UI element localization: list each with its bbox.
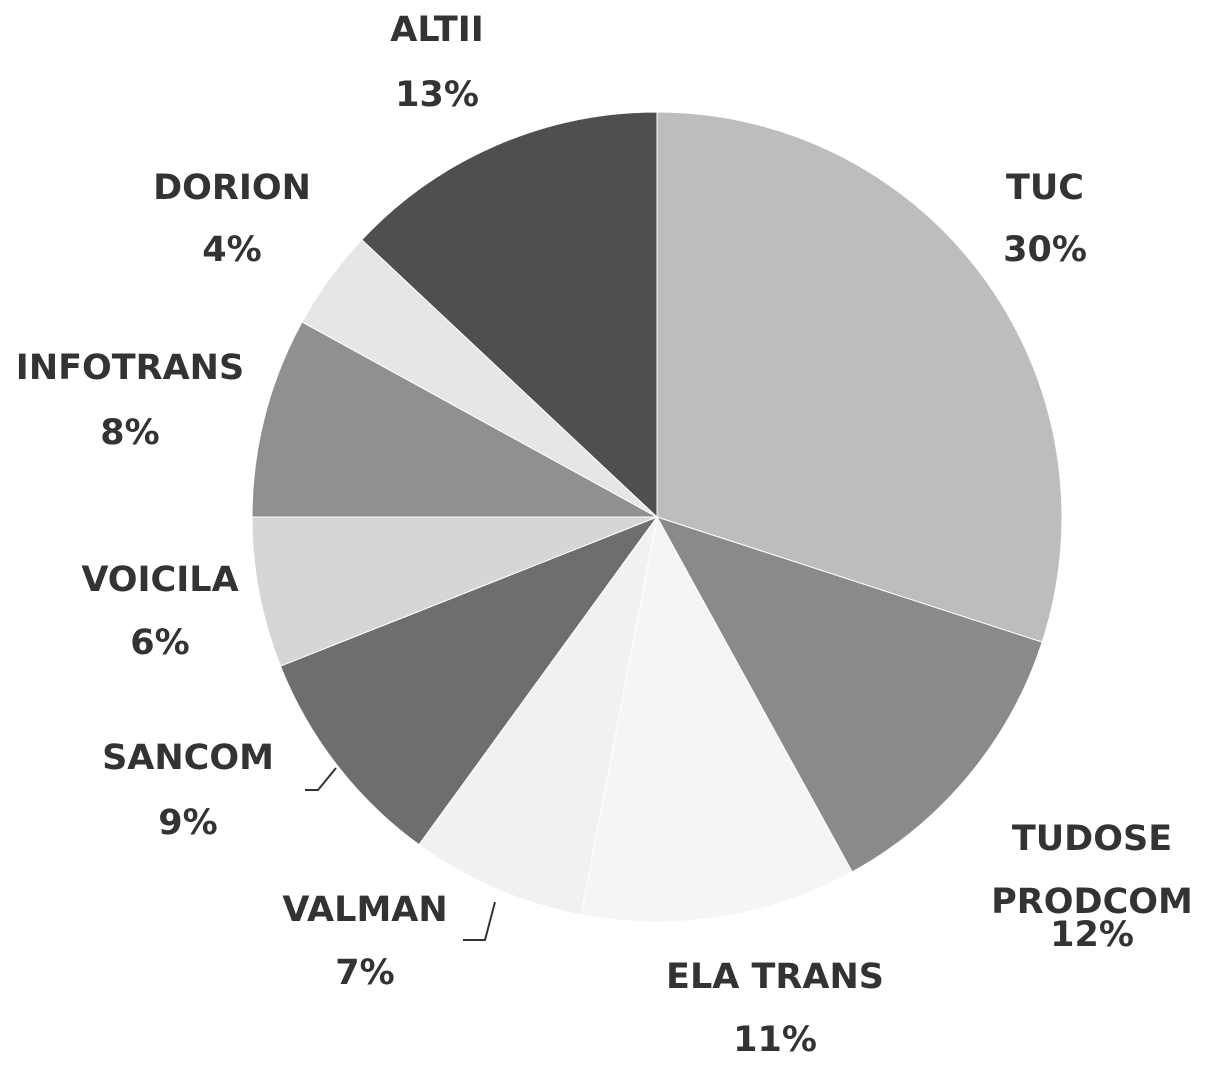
- pie-slice: [656, 111, 1063, 643]
- slice-value-label: 7%: [335, 953, 395, 993]
- pie-slice: [361, 111, 658, 519]
- slice-value-label: 4%: [202, 230, 262, 270]
- leader-line: [463, 901, 496, 941]
- slice-value-label: 9%: [158, 803, 218, 843]
- pie-slice: [279, 515, 659, 846]
- slice-label: DORION: [153, 168, 311, 208]
- slice-value-label: 8%: [100, 413, 160, 453]
- slice-value-label: 6%: [130, 623, 190, 663]
- slice-label: SANCOM: [102, 738, 274, 778]
- leader-line: [305, 767, 337, 791]
- slice-value-label: 30%: [1003, 230, 1087, 270]
- slice-label: TUC: [1006, 168, 1084, 208]
- slice-value-label: 11%: [733, 1020, 817, 1060]
- slice-label: TUDOSE PRODCOM: [991, 819, 1193, 922]
- slice-label: INFOTRANS: [15, 348, 245, 388]
- slice-label: VOICILA: [81, 560, 239, 600]
- slice-value-label: 13%: [395, 75, 479, 115]
- pie-slice: [580, 515, 853, 923]
- pie-slice: [655, 516, 1043, 873]
- pie-slice: [251, 516, 658, 667]
- pie-slice: [418, 516, 658, 916]
- slice-value-label: 12%: [1050, 915, 1134, 955]
- pie-slice: [251, 321, 658, 518]
- slice-label: ELA TRANS: [666, 957, 884, 997]
- slice-label: VALMAN: [282, 890, 448, 930]
- slice-label: ALTII: [390, 10, 484, 50]
